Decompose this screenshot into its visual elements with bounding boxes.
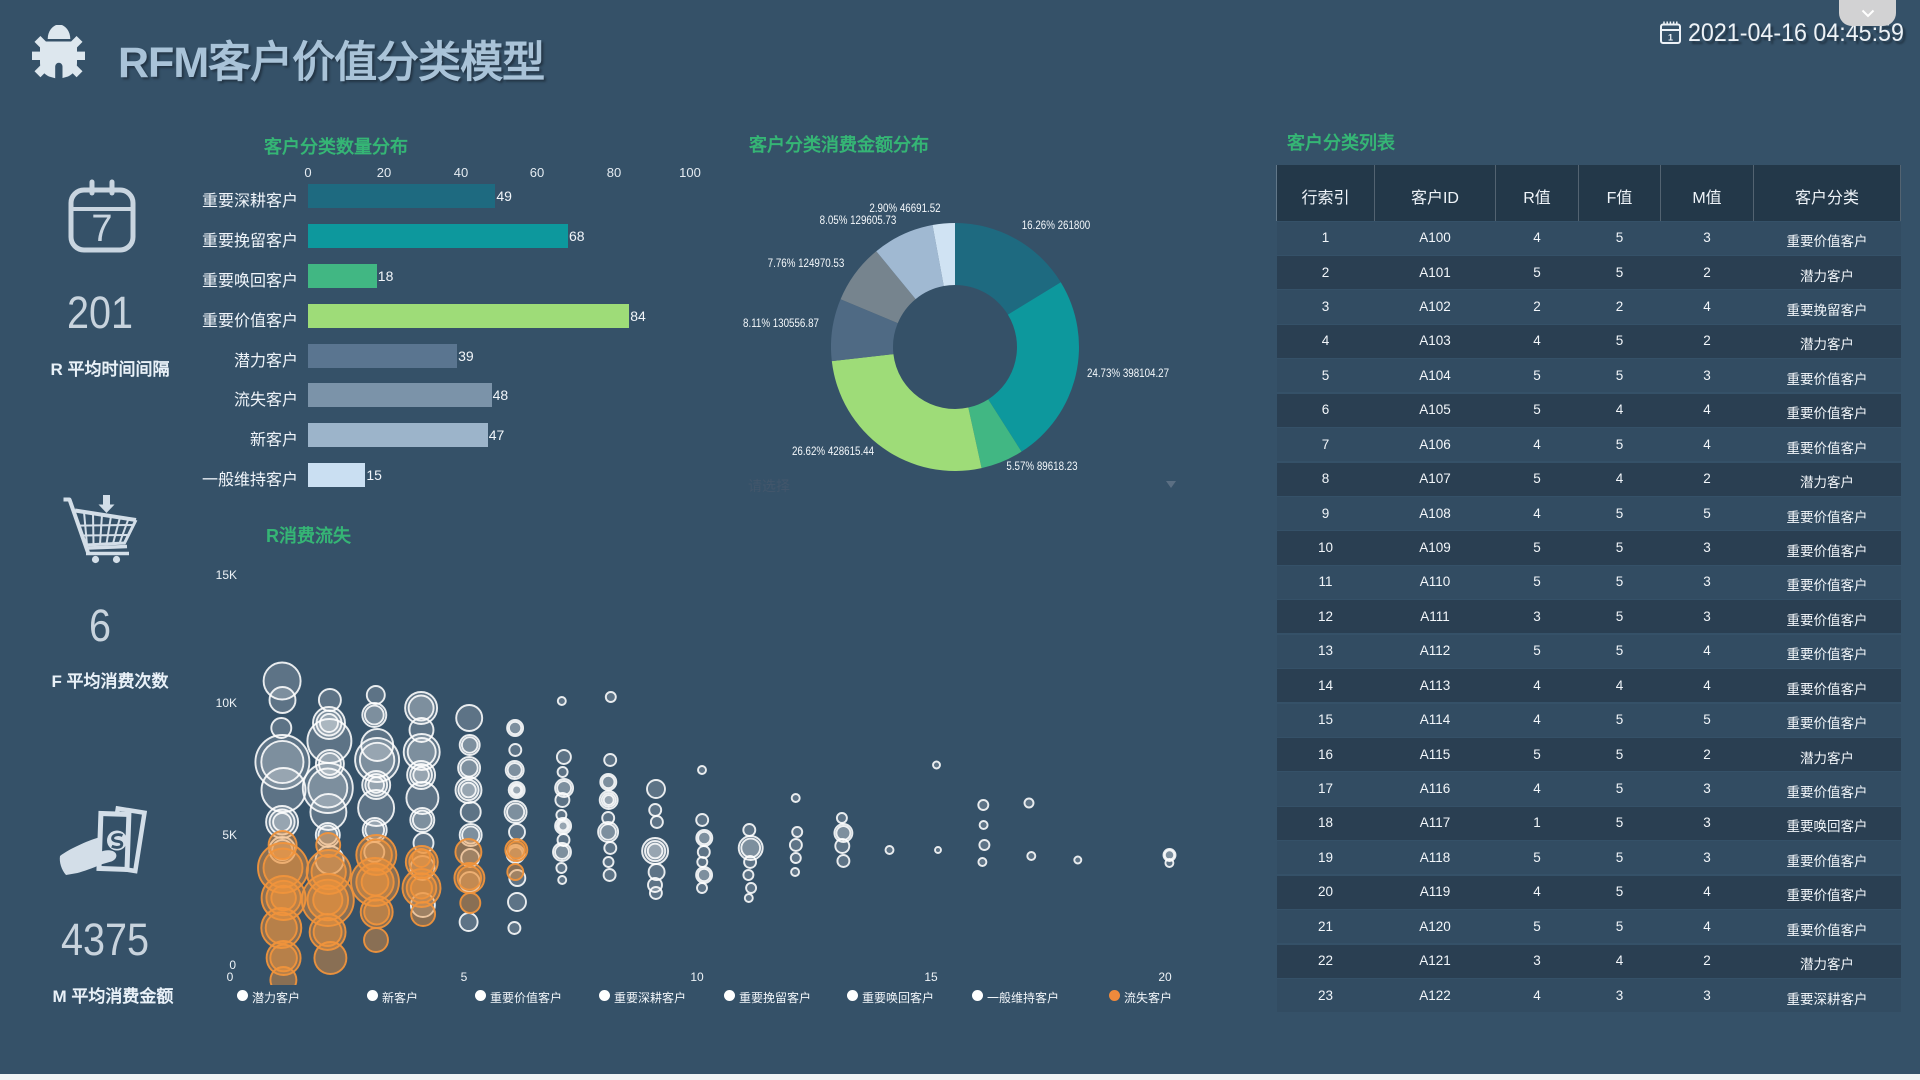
svg-text:1: 1 <box>1668 33 1673 43</box>
svg-text:7: 7 <box>91 208 112 250</box>
